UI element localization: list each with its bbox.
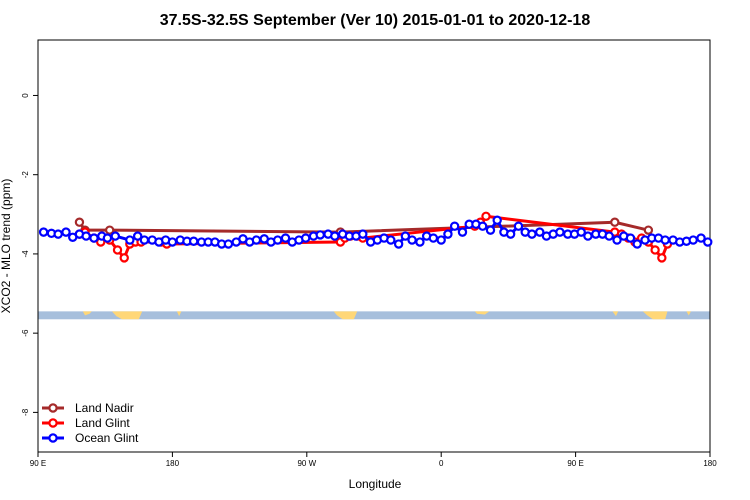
legend-label: Land Glint	[75, 416, 130, 430]
data-point	[703, 237, 713, 247]
data-point	[132, 231, 143, 241]
land-patch	[176, 311, 182, 317]
data-point	[119, 253, 129, 263]
x-tick-label: 90 E	[30, 459, 46, 468]
land-patch	[333, 311, 358, 320]
x-tick-label: 0	[439, 459, 444, 468]
data-point	[505, 229, 516, 239]
data-point	[625, 233, 636, 243]
legend-marker	[48, 433, 58, 443]
data-point	[657, 253, 667, 263]
data-point	[61, 227, 71, 237]
series-group	[38, 211, 713, 263]
data-point	[576, 227, 586, 237]
x-tick-label: 90 W	[297, 459, 316, 468]
data-point	[38, 227, 49, 237]
data-point	[485, 225, 496, 235]
data-point	[612, 235, 622, 245]
land-patch	[111, 311, 143, 320]
data-point	[643, 225, 654, 235]
data-point	[386, 235, 396, 245]
y-axis-label: XCO2 - MLO trend (ppm)	[0, 179, 13, 314]
y-tick-label: -8	[21, 408, 30, 416]
data-point	[527, 229, 537, 239]
data-point	[74, 217, 85, 227]
land-ocean-band	[38, 311, 710, 320]
data-point	[610, 217, 620, 227]
data-point	[167, 237, 178, 247]
data-point	[139, 235, 150, 245]
y-tick-label: -2	[21, 171, 30, 179]
data-point	[407, 235, 417, 245]
data-point	[393, 239, 404, 249]
data-point	[535, 227, 545, 237]
data-point	[443, 229, 453, 239]
y-axis: 0 -2 -4 -6 -8	[21, 93, 38, 416]
data-point	[400, 231, 411, 241]
legend-label: Land Nadir	[75, 401, 134, 415]
y-tick-label: -6	[21, 329, 30, 337]
data-point	[632, 239, 642, 249]
data-point	[300, 233, 311, 243]
land-patch	[612, 311, 619, 317]
data-point	[415, 237, 425, 247]
data-point	[188, 236, 199, 246]
data-point	[89, 233, 99, 243]
x-axis: 90 E 180 90 W 0 90 E 180	[30, 452, 717, 468]
chart-title: 37.5S-32.5S September (Ver 10) 2015-01-0…	[160, 12, 591, 29]
data-point	[81, 231, 91, 241]
data-point	[272, 235, 283, 245]
data-point	[457, 227, 468, 237]
x-axis-label: Longitude	[349, 477, 402, 491]
data-point	[358, 229, 368, 239]
x-tick-label: 180	[166, 459, 180, 468]
y-tick-label: -4	[21, 250, 30, 258]
data-point	[604, 231, 614, 241]
data-point	[650, 245, 660, 255]
data-point	[102, 233, 113, 243]
data-point	[330, 231, 340, 241]
x-tick-label: 180	[703, 459, 717, 468]
legend-marker	[48, 403, 58, 413]
ocean-band	[38, 311, 710, 320]
data-point	[555, 227, 565, 237]
data-point	[449, 221, 460, 231]
legend-label: Ocean Glint	[75, 431, 139, 445]
land-patch	[686, 311, 691, 316]
data-point	[223, 239, 234, 249]
data-point	[112, 245, 123, 255]
data-point	[125, 235, 135, 245]
data-point	[481, 211, 491, 221]
land-patch	[82, 311, 92, 316]
data-point	[280, 233, 291, 243]
data-point	[688, 235, 698, 245]
data-point	[513, 221, 524, 231]
data-point	[696, 233, 706, 243]
data-point	[583, 231, 593, 241]
legend-marker	[48, 418, 58, 428]
land-patch	[642, 311, 668, 320]
y-tick-label: 0	[21, 93, 30, 98]
series-2	[38, 215, 713, 249]
data-point	[428, 233, 439, 243]
data-point	[315, 230, 325, 240]
data-point	[110, 231, 120, 241]
data-point	[53, 229, 63, 239]
data-point	[436, 235, 446, 245]
data-point	[251, 235, 262, 245]
land-patch	[474, 311, 490, 315]
x-tick-label: 90 E	[567, 459, 583, 468]
data-point	[104, 225, 115, 235]
data-point	[477, 221, 488, 231]
data-point	[492, 215, 502, 225]
data-point	[660, 235, 670, 245]
